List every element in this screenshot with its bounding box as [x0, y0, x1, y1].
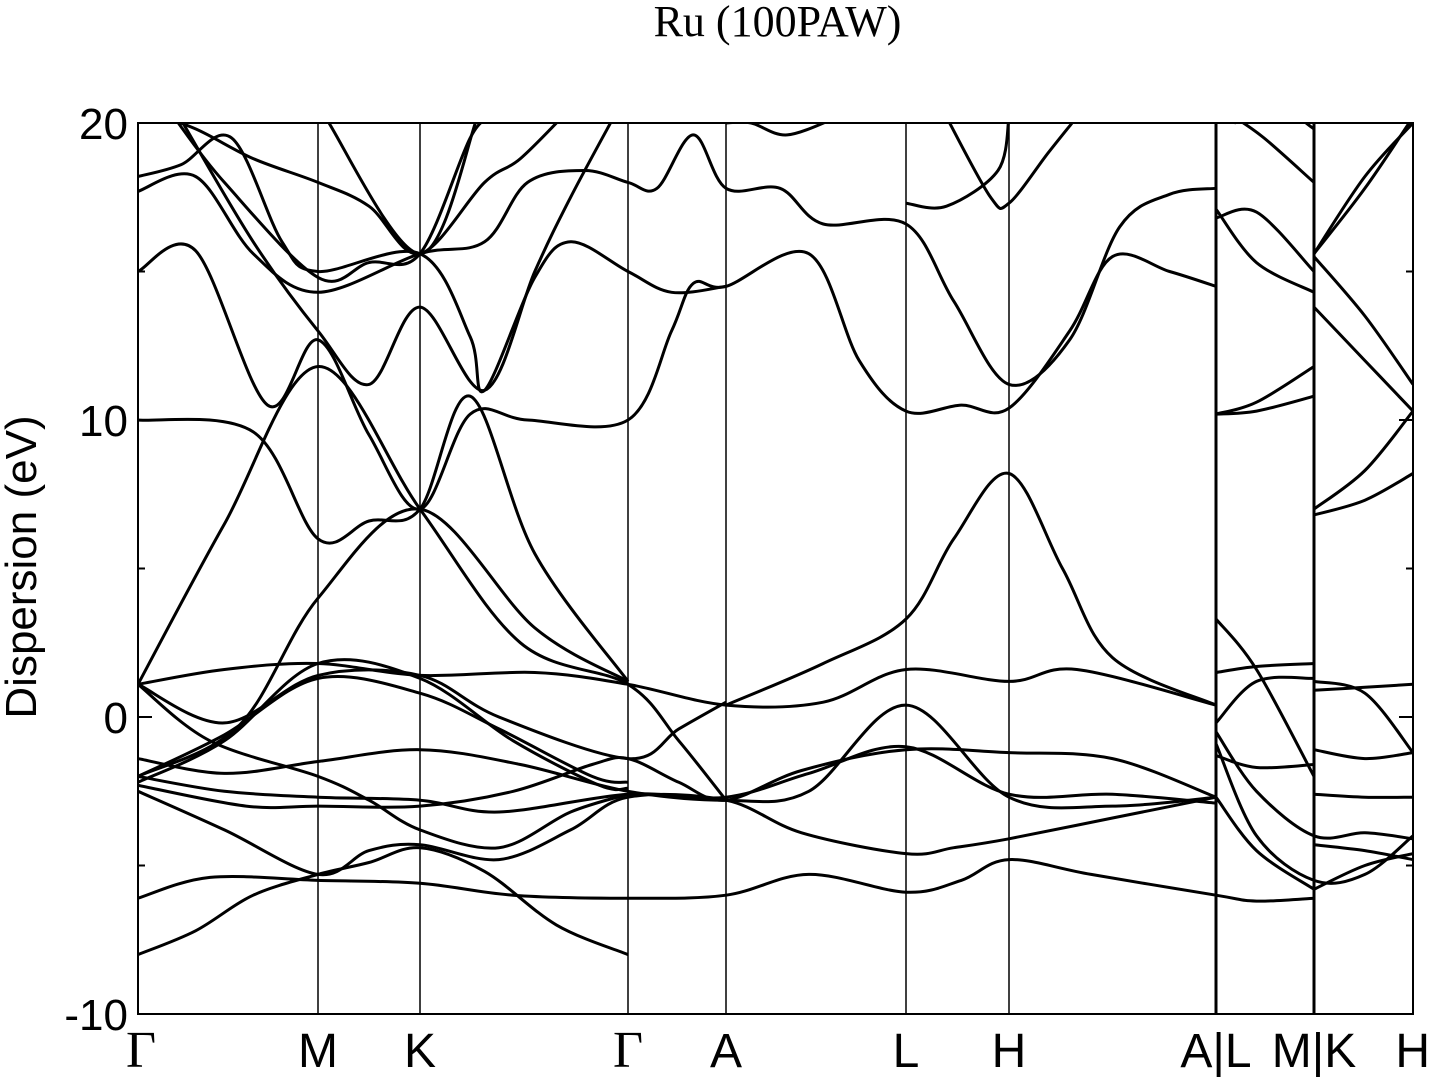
- band-line: [1214, 743, 1413, 885]
- kpoint-label: Γ: [613, 1022, 643, 1079]
- band-line: [138, 133, 1217, 387]
- band-line: [947, 123, 1074, 210]
- y-ticks: -10 0 10 20: [64, 100, 1413, 1040]
- band-line: [138, 242, 1217, 511]
- band-line: [138, 789, 1217, 877]
- band-line: [176, 123, 483, 283]
- band-line: [138, 133, 727, 394]
- kpoint-label: M|K: [1272, 1025, 1356, 1078]
- kpoint-label: Γ: [126, 1022, 156, 1079]
- band-line: [1312, 306, 1413, 413]
- chart-title: Ru (100PAW): [653, 0, 902, 46]
- band-line: [1313, 852, 1413, 891]
- kpoint-label: H: [1395, 1025, 1430, 1078]
- band-line: [1214, 675, 1315, 724]
- band-line: [138, 668, 727, 761]
- kpoint-label: H: [992, 1025, 1027, 1078]
- band-lines: [138, 123, 1413, 956]
- y-tick-label: -10: [64, 991, 128, 1040]
- band-line: [1214, 796, 1315, 891]
- kpoint-label: L: [893, 1025, 920, 1078]
- band-line: [138, 507, 629, 778]
- kpoint-lines: [317, 123, 1316, 1014]
- y-tick-label: 20: [79, 100, 128, 149]
- band-line: [327, 123, 477, 256]
- band-line: [138, 658, 629, 792]
- band-line: [138, 703, 1217, 810]
- band-line: [138, 364, 728, 802]
- y-tick-label: 0: [104, 694, 128, 743]
- kpoint-label: A: [710, 1025, 742, 1078]
- band-line: [1313, 679, 1413, 754]
- band-line: [725, 471, 1217, 707]
- x-tick-labels: Γ M K Γ A L H A|L M|K H: [126, 1022, 1430, 1079]
- band-line: [1215, 394, 1315, 416]
- band-line: [138, 846, 629, 956]
- band-line: [1313, 472, 1413, 517]
- band-line: [1214, 618, 1316, 778]
- band-line: [1312, 255, 1413, 386]
- kpoint-label: M: [298, 1025, 338, 1078]
- band-line: [1313, 792, 1413, 799]
- band-line: [1313, 410, 1413, 511]
- band-line: [138, 674, 629, 784]
- band-line: [1313, 748, 1413, 761]
- y-tick-label: 10: [79, 397, 128, 446]
- band-line: [1312, 123, 1413, 255]
- band-line: [1215, 754, 1315, 770]
- band-line: [1313, 843, 1413, 862]
- band-line: [176, 123, 559, 256]
- kpoint-label: K: [404, 1025, 436, 1078]
- band-line: [726, 123, 828, 137]
- band-line: [1214, 208, 1315, 294]
- band-line: [1215, 207, 1316, 273]
- band-line: [138, 858, 1315, 903]
- kpoint-label: A|L: [1180, 1025, 1251, 1078]
- band-line: [138, 394, 630, 683]
- band-line: [1215, 662, 1315, 674]
- band-line: [1215, 365, 1315, 416]
- band-line: [1240, 123, 1315, 184]
- band-line: [1313, 682, 1413, 692]
- band-line: [905, 123, 1010, 210]
- band-line: [138, 744, 1217, 814]
